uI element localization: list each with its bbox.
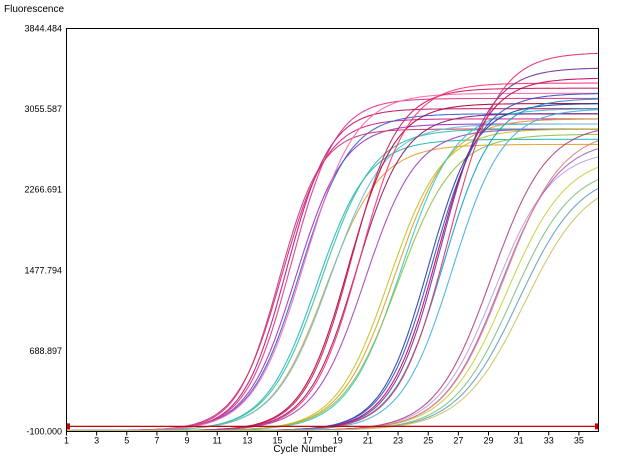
amplification-curve — [66, 118, 599, 432]
amplification-curve — [66, 128, 599, 432]
amplification-curve — [66, 156, 599, 432]
x-tick-label: 5 — [124, 436, 129, 446]
amplification-curve — [66, 128, 599, 432]
amplification-curve — [66, 123, 599, 432]
x-tick-label: 27 — [453, 436, 463, 446]
amplification-curve — [66, 128, 599, 432]
x-tick-labels: 1 3 5 7 9 11 13 15 17 19 21 23 25 27 29 31 33 35 — [64, 431, 584, 446]
x-tick-label: 1 — [64, 436, 69, 446]
x-tick-label: 11 — [213, 436, 222, 446]
amplification-curve — [66, 147, 599, 432]
y-tick-label: 3844.484 — [24, 24, 62, 34]
x-tick-label: 29 — [483, 436, 493, 446]
amplification-curve — [66, 103, 599, 432]
x-tick-label: 3 — [94, 436, 99, 446]
y-tick-label: 688.897 — [29, 346, 62, 356]
threshold-handle-right[interactable] — [595, 423, 599, 430]
y-tick-labels: 3844.484 3055.587 2266.691 1477.794 688.897 -… — [24, 24, 62, 437]
amplification-curve — [66, 123, 599, 432]
x-tick-label: 19 — [333, 436, 343, 446]
amplification-curve — [66, 187, 599, 432]
threshold-handle-left[interactable] — [66, 423, 70, 430]
y-tick-label: 3055.587 — [24, 104, 62, 114]
threshold-line — [66, 423, 599, 430]
y-tick-label: -100.000 — [26, 427, 62, 437]
amplification-curve — [66, 102, 599, 432]
amplification-curve — [66, 82, 599, 432]
amplification-curve — [66, 118, 599, 432]
x-axis-title: Cycle Number — [273, 444, 337, 455]
amplification-curve — [66, 143, 599, 432]
x-tick-label: 15 — [272, 436, 282, 446]
x-tick-label: 23 — [393, 436, 403, 446]
amplification-curve — [66, 128, 599, 432]
x-tick-label: 7 — [154, 436, 159, 446]
x-tick-label: 35 — [574, 436, 584, 446]
plot-frame — [66, 28, 599, 432]
x-tick-label: 13 — [242, 436, 252, 446]
x-tick-label: 33 — [544, 436, 554, 446]
amplification-curves — [66, 52, 599, 432]
y-tick-label: 2266.691 — [24, 185, 62, 195]
x-tick-label: 17 — [303, 436, 313, 446]
y-axis-title: Fluorescence — [4, 4, 64, 15]
x-tick-label: 31 — [514, 436, 524, 446]
x-tick-label: 21 — [363, 436, 373, 446]
y-tick-label: 1477.794 — [24, 265, 62, 275]
x-tick-label: 9 — [185, 436, 190, 446]
x-tick-label: 25 — [423, 436, 433, 446]
amplification-curve — [66, 197, 599, 432]
amplification-curve — [66, 129, 599, 432]
amplification-curve — [66, 178, 599, 432]
